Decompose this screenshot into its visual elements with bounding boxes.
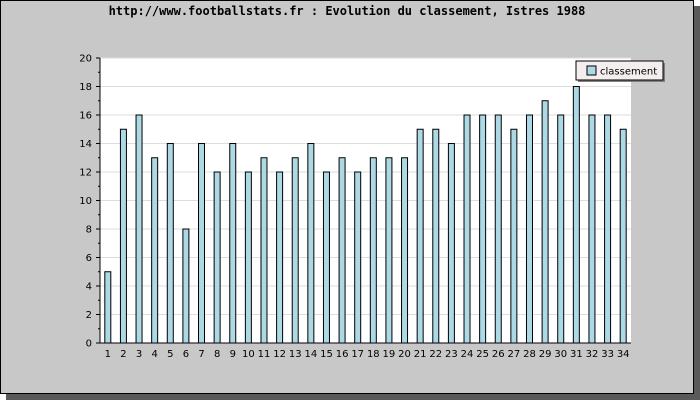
bar-26 [494, 114, 502, 344]
x-tick-label: 19 [383, 349, 396, 360]
x-tick-label: 31 [570, 349, 583, 360]
bars [104, 86, 627, 344]
legend-box [575, 60, 664, 81]
bar-4 [151, 157, 159, 344]
x-tick-label: 14 [304, 349, 317, 360]
bar-20 [401, 157, 409, 344]
bar-10 [244, 171, 252, 344]
x-tick-label: 15 [320, 349, 333, 360]
bar-13 [291, 157, 299, 344]
x-tick-label: 33 [601, 349, 614, 360]
bar-22 [432, 128, 440, 344]
x-tick-label: 1 [105, 349, 111, 360]
x-tick-label: 26 [492, 349, 505, 360]
bar-25 [479, 114, 487, 344]
x-tick-label: 30 [554, 349, 567, 360]
y-tick-label: 14 [79, 139, 92, 150]
bar-30 [557, 114, 565, 344]
x-tick-label: 25 [476, 349, 489, 360]
x-tick-label: 23 [445, 349, 458, 360]
x-tick-label: 9 [230, 349, 236, 360]
y-tick-label: 0 [86, 339, 92, 350]
bar-9 [229, 143, 237, 344]
bar-34 [619, 128, 627, 344]
x-tick-label: 13 [289, 349, 302, 360]
bar-27 [510, 128, 518, 344]
frame-shadow-right [694, 6, 700, 400]
bar-23 [447, 143, 455, 344]
x-tick-label: 24 [461, 349, 474, 360]
x-tick-label: 12 [273, 349, 286, 360]
y-tick-label: 16 [79, 111, 92, 122]
bar-29 [541, 100, 549, 344]
bar-21 [416, 128, 424, 344]
x-tick-label: 18 [367, 349, 380, 360]
bar-11 [260, 157, 268, 344]
bar-33 [604, 114, 612, 344]
y-tick-label: 12 [79, 168, 92, 179]
x-tick-label: 3 [136, 349, 142, 360]
bar-32 [588, 114, 596, 344]
y-tick-label: 4 [86, 282, 92, 293]
bar-16 [338, 157, 346, 344]
bar-2 [119, 128, 127, 344]
chart-title: http://www.footballstats.fr : Evolution … [108, 4, 586, 18]
bar-14 [307, 143, 315, 344]
bar-18 [369, 157, 377, 344]
legend-swatch [586, 65, 597, 76]
x-tick-label: 5 [167, 349, 173, 360]
bar-1 [104, 271, 112, 344]
x-tick-label: 6 [183, 349, 189, 360]
legend: classement [575, 60, 665, 82]
x-tick-label: 20 [398, 349, 411, 360]
x-tick-label: 17 [351, 349, 364, 360]
bar-17 [354, 171, 362, 344]
bar-15 [322, 171, 330, 344]
bar-5 [166, 143, 174, 344]
y-tick-label: 20 [79, 54, 92, 65]
y-tick-label: 6 [86, 253, 92, 264]
bar-24 [463, 114, 471, 344]
x-tick-label: 10 [242, 349, 255, 360]
bar-3 [135, 114, 143, 344]
bar-28 [525, 114, 533, 344]
y-tick-label: 8 [86, 225, 92, 236]
x-tick-label: 28 [523, 349, 536, 360]
x-tick-label: 4 [151, 349, 157, 360]
x-tick-label: 11 [258, 349, 271, 360]
bar-19 [385, 157, 393, 344]
bar-12 [276, 171, 284, 344]
x-tick-label: 2 [120, 349, 126, 360]
y-tick-label: 10 [79, 196, 92, 207]
bar-31 [572, 86, 580, 344]
legend-label: classement [600, 67, 657, 78]
x-tick-label: 32 [586, 349, 599, 360]
x-tick-label: 27 [508, 349, 521, 360]
x-tick-label: 7 [198, 349, 204, 360]
x-tick-label: 22 [429, 349, 442, 360]
x-tick-label: 34 [617, 349, 630, 360]
bar-6 [182, 228, 190, 344]
y-tick-label: 2 [86, 310, 92, 321]
x-tick-label: 16 [336, 349, 349, 360]
x-tick-label: 29 [539, 349, 552, 360]
x-tick-label: 21 [414, 349, 427, 360]
frame-shadow-bottom [6, 394, 700, 400]
x-tick-label: 8 [214, 349, 220, 360]
bar-8 [213, 171, 221, 344]
bar-7 [198, 143, 206, 344]
y-tick-label: 18 [79, 82, 92, 93]
